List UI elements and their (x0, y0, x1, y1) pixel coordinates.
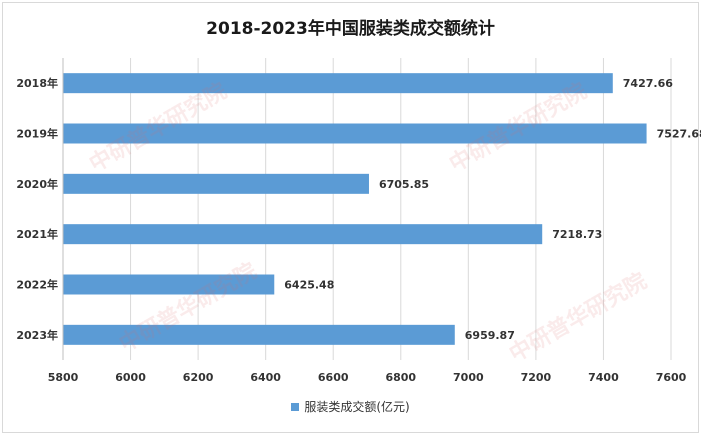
y-tick-label: 2020年 (16, 177, 58, 191)
y-tick-label: 2018年 (16, 76, 58, 90)
x-tick-label: 5800 (48, 371, 79, 384)
bar (63, 324, 455, 345)
x-tick-label: 6000 (115, 371, 146, 384)
data-label: 6959.87 (465, 329, 515, 342)
x-tick-label: 6400 (250, 371, 281, 384)
legend-swatch (291, 403, 300, 411)
x-tick-label: 6800 (385, 371, 416, 384)
x-tick-label: 7600 (656, 371, 687, 384)
legend-label: 服装类成交额(亿元) (304, 400, 410, 414)
data-label: 7218.73 (552, 228, 602, 241)
bar (63, 224, 543, 245)
x-tick-label: 7200 (521, 371, 552, 384)
x-tick-label: 7400 (588, 371, 619, 384)
x-tick-label: 7000 (453, 371, 484, 384)
bar (63, 274, 275, 295)
bar (63, 173, 369, 194)
x-tick-label: 6600 (318, 371, 349, 384)
y-tick-label: 2021年 (16, 227, 58, 241)
y-tick-label: 2019年 (16, 127, 58, 141)
x-tick-label: 6200 (183, 371, 214, 384)
bar (63, 123, 647, 144)
bar (63, 73, 613, 94)
y-tick-label: 2023年 (16, 328, 58, 342)
legend: 服装类成交额(亿元) (0, 398, 701, 415)
data-label: 7527.68 (657, 128, 701, 141)
data-label: 7427.66 (623, 77, 673, 90)
data-label: 6705.85 (379, 178, 429, 191)
y-tick-label: 2022年 (16, 278, 58, 292)
chart-title: 2018-2023年中国服装类成交额统计 (206, 19, 495, 39)
data-label: 6425.48 (284, 279, 334, 292)
